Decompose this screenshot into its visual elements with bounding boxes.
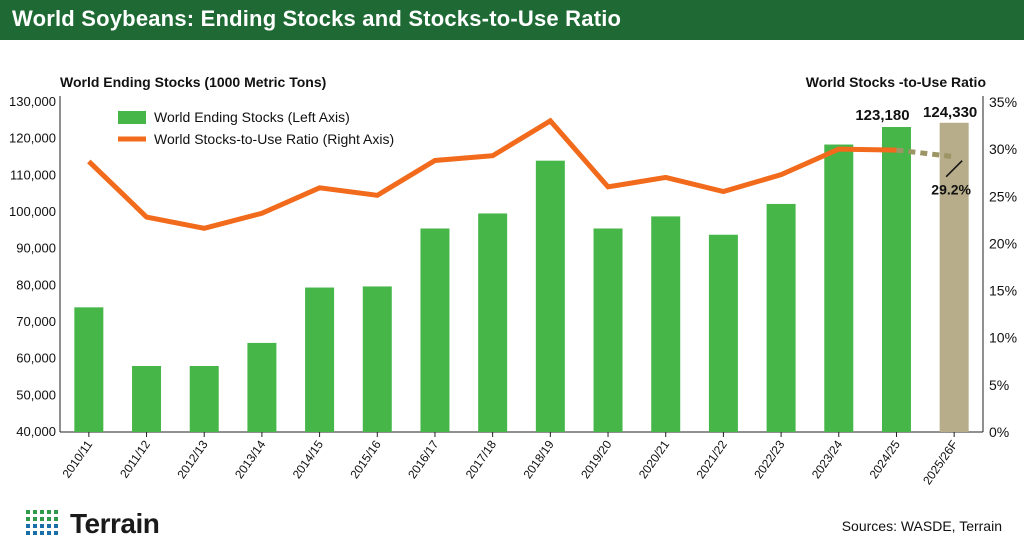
x-tick-label: 2016/17 xyxy=(405,437,442,481)
right-axis-tick-label: 20% xyxy=(989,235,1017,251)
x-tick-label: 2014/15 xyxy=(290,437,327,481)
bar xyxy=(651,216,681,432)
x-tick-label: 2020/21 xyxy=(636,437,673,481)
bar xyxy=(132,366,162,432)
left-axis-tick-label: 70,000 xyxy=(16,314,56,329)
sources-note: Sources: WASDE, Terrain xyxy=(841,518,1002,534)
x-tick-label: 2019/20 xyxy=(578,437,615,481)
x-tick-label: 2022/23 xyxy=(751,437,788,481)
ratio-forecast-line xyxy=(896,147,955,160)
bar xyxy=(247,342,277,432)
x-tick-label: 2025/26F xyxy=(920,438,961,488)
bar xyxy=(74,307,104,432)
x-tick-label: 2015/16 xyxy=(347,437,384,481)
annotation-label: 124,330 xyxy=(923,104,977,121)
annotation-leader xyxy=(945,160,963,178)
right-axis-tick-label: 30% xyxy=(989,141,1017,157)
left-axis-tick-label: 130,000 xyxy=(9,94,56,109)
bar xyxy=(189,366,219,432)
bar xyxy=(535,160,565,432)
bar xyxy=(824,144,854,433)
annotation-label: 123,180 xyxy=(855,107,909,124)
left-axis-tick-label: 120,000 xyxy=(9,131,56,146)
left-axis-tick-label: 50,000 xyxy=(16,387,56,402)
bar xyxy=(881,127,911,433)
x-tick-label: 2012/13 xyxy=(174,437,211,481)
right-axis-tick-label: 35% xyxy=(989,94,1017,110)
legend-swatch-bar xyxy=(118,111,146,124)
chart-title: World Soybeans: Ending Stocks and Stocks… xyxy=(12,6,622,31)
bar xyxy=(362,286,392,432)
x-tick-label: 2024/25 xyxy=(867,437,904,481)
x-tick-label: 2011/12 xyxy=(117,437,153,480)
x-tick-label: 2013/14 xyxy=(232,437,269,481)
left-axis-tick-label: 100,000 xyxy=(9,204,56,219)
left-axis-tick-label: 80,000 xyxy=(16,277,56,292)
legend-label: World Stocks-to-Use Ratio (Right Axis) xyxy=(154,131,394,147)
terrain-logo: Terrain xyxy=(24,508,160,540)
right-axis-tick-label: 5% xyxy=(989,377,1009,393)
legend-label: World Ending Stocks (Left Axis) xyxy=(154,109,350,125)
ratio-line xyxy=(87,117,897,231)
x-tick-label: 2018/19 xyxy=(520,437,557,481)
left-axis-tick-label: 110,000 xyxy=(10,167,56,182)
left-axis-tick-label: 60,000 xyxy=(16,351,56,366)
annotation-label: 29.2% xyxy=(931,182,971,198)
x-tick-label: 2021/22 xyxy=(694,437,731,481)
right-axis-tick-label: 10% xyxy=(989,330,1017,346)
bar xyxy=(420,228,450,432)
right-axis-tick-label: 0% xyxy=(989,424,1009,440)
bar xyxy=(939,122,969,432)
left-axis-tick-label: 40,000 xyxy=(16,424,56,439)
left-axis-tick-label: 90,000 xyxy=(16,241,56,256)
right-axis-tick-label: 25% xyxy=(989,188,1017,204)
bar xyxy=(305,287,335,432)
bar xyxy=(478,213,508,432)
x-tick-label: 2010/11 xyxy=(59,437,95,480)
right-axis-title: World Stocks -to-Use Ratio xyxy=(805,74,986,90)
left-axis-title: World Ending Stocks (1000 Metric Tons) xyxy=(60,74,327,90)
terrain-logo-text: Terrain xyxy=(70,508,160,539)
bar xyxy=(766,203,796,432)
bar xyxy=(593,228,623,432)
x-tick-label: 2023/24 xyxy=(809,437,846,481)
terrain-logo-icon xyxy=(26,510,58,535)
right-axis-tick-label: 15% xyxy=(989,283,1017,299)
title-bar: World Soybeans: Ending Stocks and Stocks… xyxy=(0,0,1024,40)
x-tick-label: 2017/18 xyxy=(463,437,500,481)
bar xyxy=(708,234,738,432)
